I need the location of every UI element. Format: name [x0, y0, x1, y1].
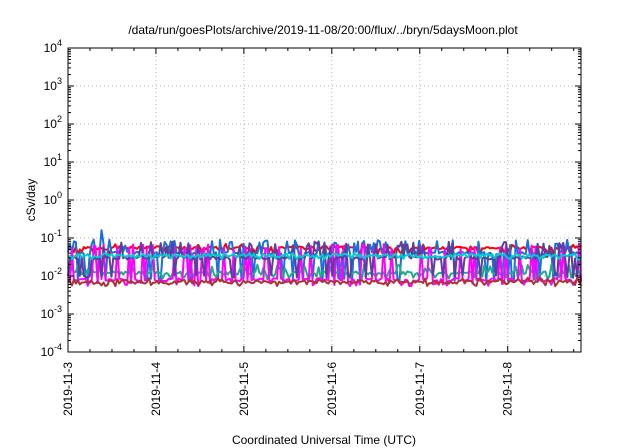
- y-tick-label: 104: [44, 38, 62, 55]
- y-tick-label: 100: [44, 190, 62, 207]
- x-tick-label: 2019-11-4: [149, 362, 163, 416]
- x-tick-label: 2019-11-5: [237, 362, 251, 416]
- chart-title: /data/run/goesPlots/archive/2019-11-08/2…: [128, 23, 518, 37]
- grid: [68, 48, 581, 352]
- y-tick-label: 10-2: [41, 266, 62, 283]
- series-line-6: [67, 252, 582, 261]
- y-tick-label: 10-3: [41, 304, 62, 321]
- x-axis-label: Coordinated Universal Time (UTC): [232, 433, 416, 447]
- x-tick-label: 2019-11-8: [501, 362, 515, 416]
- y-tick-label: 103: [44, 76, 62, 93]
- x-tick-label: 2019-11-7: [413, 362, 427, 416]
- y-tick-label: 102: [44, 114, 62, 131]
- y-axis-label: cSv/day: [24, 179, 38, 222]
- y-tick-label: 10-1: [41, 228, 62, 245]
- y-tick-label: 10-4: [41, 342, 62, 359]
- ticks: [67, 47, 581, 353]
- x-tick-labels: 2019-11-3 2019-11-4 2019-11-5 2019-11-6 2019…: [61, 362, 515, 416]
- series-line-4: [67, 276, 582, 288]
- x-tick-label: 2019-11-3: [61, 362, 75, 416]
- y-tick-label: 101: [44, 152, 62, 169]
- x-tick-label: 2019-11-6: [325, 362, 339, 416]
- series-group: [67, 229, 582, 288]
- y-tick-labels: 10-4 10-3 10-2 10-1 100 101 102 103 104: [41, 38, 62, 359]
